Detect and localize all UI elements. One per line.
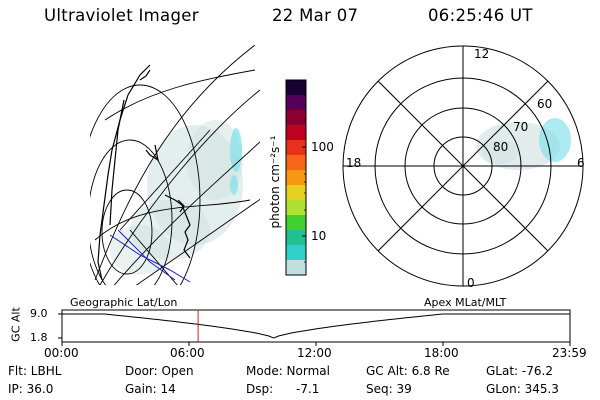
- status-gain: Gain: 14: [125, 382, 176, 396]
- status-gc-alt: GC Alt: 6.8 Re: [366, 364, 450, 378]
- time-label: 06:25:46 UT: [428, 6, 533, 25]
- timeline-xtick-0000: 00:00: [44, 346, 79, 360]
- colorbar-cell: [286, 110, 306, 126]
- orbit-altitude-timeline: [58, 309, 571, 346]
- timeline-xtick-0600: 06:00: [170, 346, 205, 360]
- status-dsp-label: Dsp:: [246, 382, 274, 396]
- timeline-ytick-1-8: 1.8: [30, 331, 48, 344]
- status-sequence: Seq: 39: [366, 382, 412, 396]
- geographic-map: [90, 45, 260, 285]
- colorbar-cell: [286, 95, 306, 111]
- colorbar-cell: [286, 260, 306, 276]
- polar-plot: [342, 45, 584, 287]
- instrument-title: Ultraviolet Imager: [44, 6, 199, 25]
- status-glon: GLon: 345.3: [486, 382, 559, 396]
- polar-mlt-12: 12: [474, 47, 490, 61]
- polar-lat-80: 80: [493, 140, 509, 154]
- colorbar-tick-100: 100: [311, 140, 334, 154]
- status-mode: Mode: Normal: [246, 364, 330, 378]
- status-filter: Flt: LBHL: [8, 364, 62, 378]
- polar-lat-60: 60: [537, 97, 553, 111]
- status-dsp-value: -7.1: [296, 382, 320, 396]
- colorbar-cell: [286, 215, 306, 231]
- colorbar-tick-10: 10: [311, 229, 327, 243]
- timeline-ylabel: GC Alt: [9, 307, 23, 342]
- timeline-xtick-1200: 12:00: [297, 346, 332, 360]
- aurora-speckle-left: [110, 120, 243, 275]
- colorbar-cell: [286, 155, 306, 171]
- status-door: Door: Open: [125, 364, 194, 378]
- colorbar-cell: [286, 245, 306, 261]
- colorbar-cell: [286, 140, 306, 156]
- colorbar-cell: [286, 80, 306, 96]
- polar-lat-70: 70: [513, 120, 529, 134]
- status-ip: IP: 36.0: [8, 382, 54, 396]
- colorbar-unit-label: photon cm⁻²s⁻¹: [268, 135, 282, 229]
- timeline-right-title: Apex MLat/MLT: [424, 296, 507, 309]
- timeline-left-title: Geographic Lat/Lon: [70, 296, 178, 309]
- color-scale-bar: [285, 79, 307, 276]
- colorbar-cell: [286, 230, 306, 246]
- colorbar-cell: [286, 200, 306, 216]
- date-label: 22 Mar 07: [272, 6, 359, 25]
- polar-mlt-6: 6: [577, 156, 585, 170]
- colorbar-cell: [286, 125, 306, 141]
- timeline-ytick-9: 9.0: [30, 307, 48, 320]
- status-glat: GLat: -76.2: [486, 364, 553, 378]
- timeline-xtick-2359: 23:59: [552, 346, 587, 360]
- polar-mlt-0: 0: [467, 276, 475, 290]
- timeline-xtick-1800: 18:00: [424, 346, 459, 360]
- polar-mlt-18: 18: [346, 156, 362, 170]
- colorbar-cell: [286, 185, 306, 201]
- colorbar-cell: [286, 170, 306, 186]
